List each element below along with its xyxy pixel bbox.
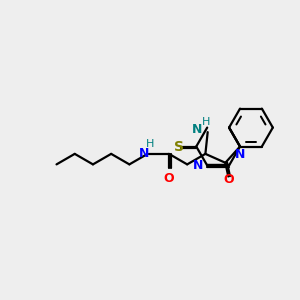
Text: N: N (139, 147, 149, 161)
Text: O: O (164, 172, 174, 185)
Text: O: O (223, 173, 234, 186)
Text: H: H (202, 117, 211, 127)
Text: N: N (192, 123, 203, 136)
Text: S: S (174, 140, 184, 154)
Text: H: H (146, 139, 154, 149)
Text: N: N (193, 159, 203, 172)
Text: N: N (235, 148, 245, 161)
